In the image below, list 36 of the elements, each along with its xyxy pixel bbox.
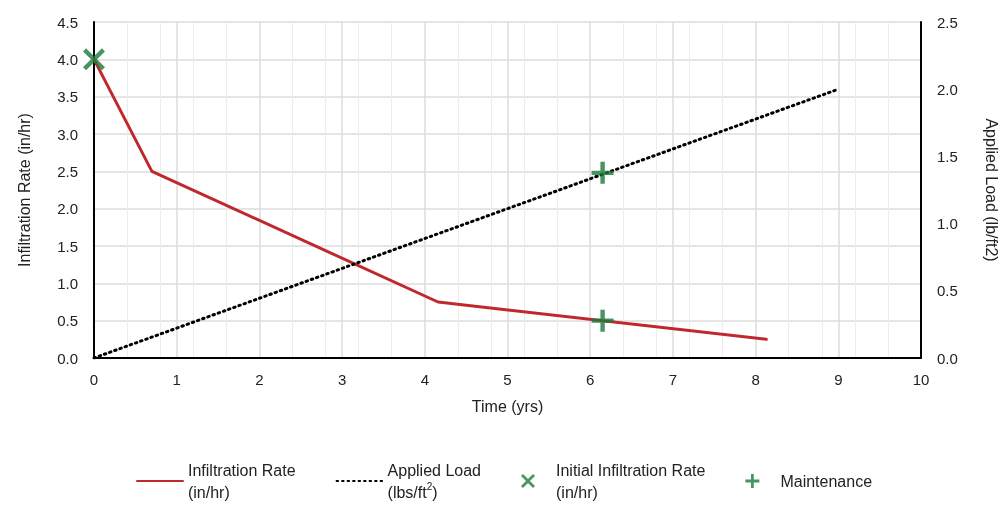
y-axis-title: Infiltration Rate (in/hr) [15,113,33,267]
y-tick-label: 0.0 [57,349,78,367]
y2-tick-label: 2.0 [937,80,958,98]
x-tick-label: 10 [912,371,930,388]
y2-tick-label: 0.5 [937,282,958,300]
y-tick-label: 4.0 [57,50,78,68]
y-tick-label: 4.5 [57,13,78,31]
y2-tick-label: 0.0 [937,349,958,367]
x-tick-label: 4 [420,371,429,388]
y-tick-label: 1.0 [57,274,78,292]
y-tick-label: 0.5 [57,312,78,330]
y2-tick-label: 1.5 [937,147,958,165]
x-tick-label: 1 [172,371,181,388]
x-tick-label: 5 [503,371,512,388]
point [83,48,105,71]
y2-tick-label: 1.0 [937,215,958,233]
x-tick-label: 7 [668,371,678,388]
x-tick-label: 6 [586,371,595,388]
legend-label: Infiltration Rate (in/hr) [187,461,296,501]
y-tick-label: 1.5 [57,237,78,255]
y-tick-label: 3.5 [57,88,78,106]
y-tick-label: 3.0 [57,125,78,143]
x-tick-label: 9 [834,371,843,388]
point [591,161,614,184]
x-axis-title: Time (yrs) [471,397,544,415]
x-tick-label: 3 [337,371,347,388]
y-tick-label: 2.5 [57,162,78,180]
y2-tick-label: 2.5 [937,13,958,31]
x-tick-label: 0 [89,371,99,388]
y-tick-label: 2.0 [57,200,78,218]
legend-label: Initial Infiltration Rate (in/hr) [556,461,706,501]
point [591,309,614,332]
x-tick-label: 8 [751,371,760,388]
x-tick-label: 2 [255,371,264,388]
y2-axis-title: Applied Load (lb/ft2) [982,118,1000,262]
legend-label: Maintenance [780,472,873,490]
